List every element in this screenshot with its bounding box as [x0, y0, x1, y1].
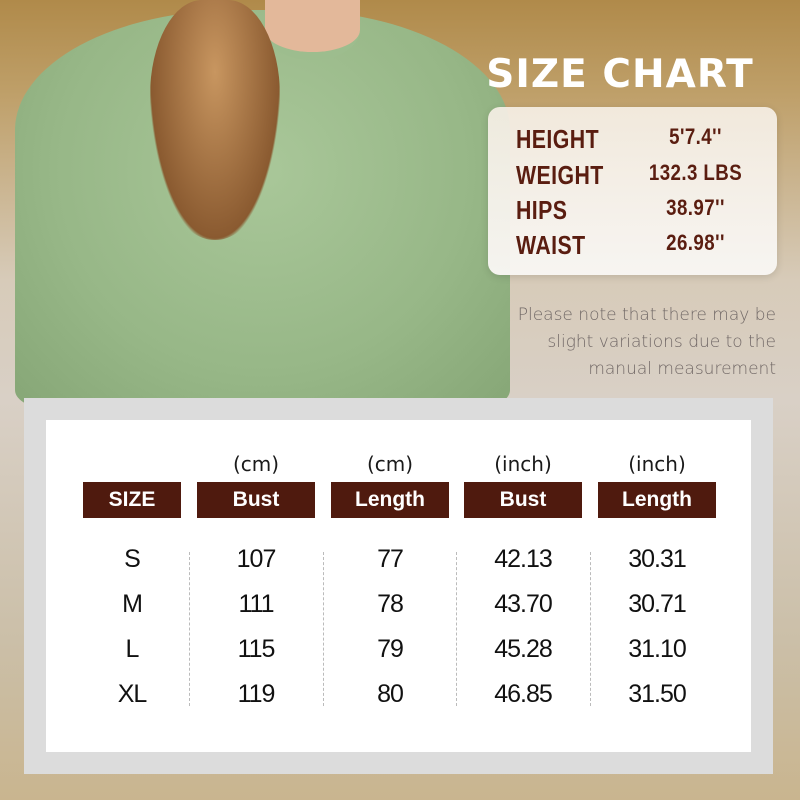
- column-divider: [323, 552, 324, 706]
- size-table: [46, 420, 751, 752]
- column-divider: [456, 552, 457, 706]
- stat-row: HIPS 38.97'': [488, 195, 777, 227]
- stat-label: WEIGHT: [516, 160, 604, 190]
- measurement-note: Please note that there may be slight var…: [517, 305, 776, 379]
- table-cell: 45.28: [494, 635, 553, 663]
- stat-row: HEIGHT 5'7.4'': [488, 124, 777, 156]
- table-cell: 31.10: [628, 635, 687, 663]
- stat-value: 26.98'': [666, 230, 725, 255]
- stat-value: 5'7.4'': [669, 124, 722, 149]
- column-header: Length: [331, 482, 449, 518]
- column-unit: (cm): [366, 452, 414, 476]
- table-cell: 46.85: [494, 680, 553, 708]
- column-unit: (cm): [232, 452, 280, 476]
- stat-value: 132.3 LBS: [648, 160, 743, 185]
- table-cell: 30.31: [628, 545, 687, 573]
- size-label: XL: [117, 680, 148, 708]
- stat-label: HEIGHT: [516, 124, 600, 154]
- table-cell: 42.13: [494, 545, 553, 573]
- stat-label: WAIST: [516, 230, 586, 260]
- table-cell: 111: [238, 590, 274, 618]
- table-cell: 107: [236, 545, 277, 573]
- model-stats-card: HEIGHT 5'7.4'' WEIGHT 132.3 LBS HIPS 38.97'' W…: [488, 107, 777, 275]
- column-header: Bust: [464, 482, 582, 518]
- model-photo: [0, 0, 520, 410]
- stat-label: HIPS: [516, 195, 568, 225]
- model-hair: [150, 0, 280, 240]
- table-cell: 43.70: [494, 590, 553, 618]
- table-cell: 79: [377, 635, 404, 663]
- stat-value: 38.97'': [666, 195, 725, 220]
- column-divider: [189, 552, 190, 706]
- table-cell: 80: [377, 680, 404, 708]
- stat-row: WAIST 26.98'': [488, 230, 777, 262]
- column-header: SIZE: [83, 482, 181, 518]
- column-unit: (inch): [494, 452, 552, 476]
- table-cell: 119: [237, 680, 276, 708]
- model-neck: [265, 0, 360, 60]
- table-cell: 77: [377, 545, 404, 573]
- table-cell: 78: [377, 590, 404, 618]
- table-cell: 30.71: [628, 590, 687, 618]
- column-unit: (inch): [628, 452, 686, 476]
- size-label: S: [124, 545, 141, 573]
- table-cell: 115: [237, 635, 276, 663]
- column-header: Bust: [197, 482, 315, 518]
- size-label: L: [125, 635, 140, 663]
- table-cell: 31.50: [628, 680, 687, 708]
- column-divider: [590, 552, 591, 706]
- page-title: SIZE CHART: [486, 52, 754, 97]
- stat-row: WEIGHT 132.3 LBS: [488, 160, 777, 192]
- size-label: M: [122, 590, 143, 618]
- column-header: Length: [598, 482, 716, 518]
